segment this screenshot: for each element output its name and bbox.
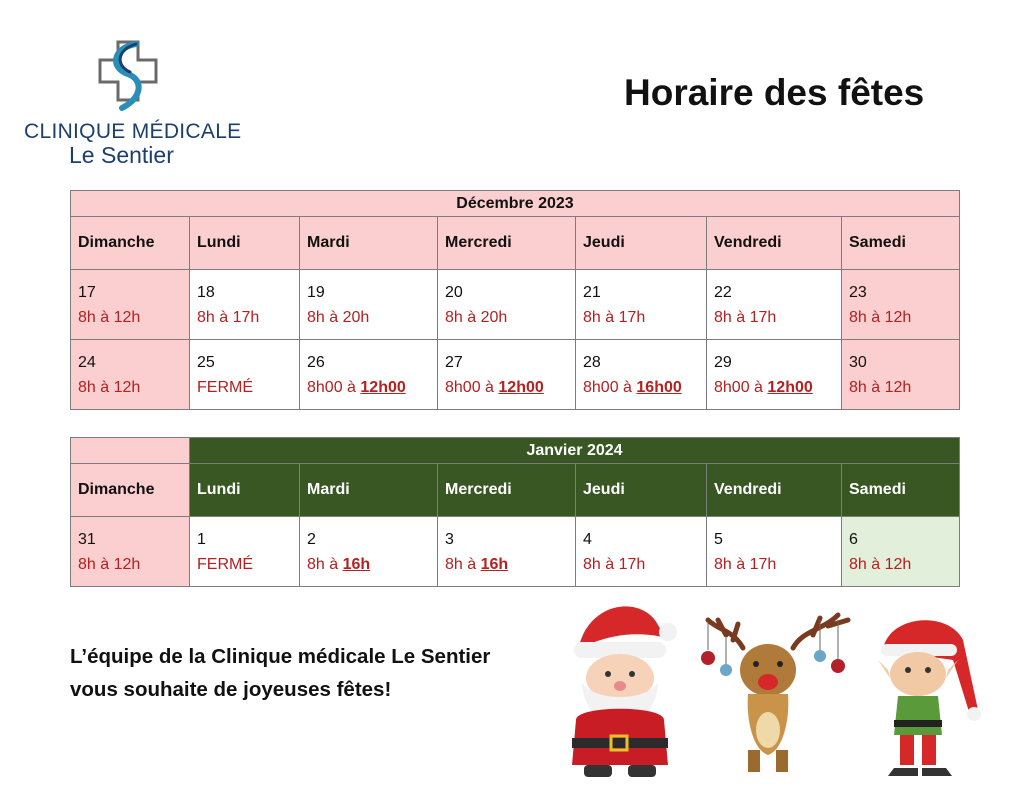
hours: 8h à 20h [307,308,370,326]
month-header: Décembre 2023 [70,190,960,217]
date-cell: 23 8h à 12h [841,269,960,340]
hours: 8h à 17h [197,308,260,326]
page-title: Horaire des fêtes [624,72,925,113]
day-header: Samedi [841,463,960,517]
hours: 8h à 12h [78,378,141,396]
hours: 8h à 16h [307,555,371,573]
hours: 8h à 20h [445,308,508,326]
day-header: Mercredi [437,463,576,517]
date-cell: 4 8h à 17h [575,516,707,587]
date-cell: 2 8h à 16h [299,516,438,587]
date-number: 19 [307,283,325,301]
day-header: Samedi [841,216,960,270]
date-cell: 26 8h00 à 12h00 [299,339,438,410]
date-cell: 20 8h à 20h [437,269,576,340]
date-cell: 22 8h à 17h [706,269,842,340]
date-cell: 29 8h00 à 12h00 [706,339,842,410]
santa-claus-icon [572,606,677,777]
date-number: 30 [849,353,867,371]
message-line2: vous souhaite de joyeuses fêtes! [70,678,392,701]
day-header: Dimanche [70,463,190,517]
date-cell: 30 8h à 12h [841,339,960,410]
date-number: 27 [445,353,463,371]
hours: 8h00 à 12h00 [307,378,406,396]
christmas-characters-illustration [572,606,981,777]
date-number: 1 [197,530,206,548]
date-cell: 17 8h à 12h [70,269,190,340]
date-cell: 31 8h à 12h [70,516,190,587]
january-calendar: Janvier 2024 Dimanche Lundi Mardi Mercre… [70,437,960,587]
hours: 8h à 16h [445,555,509,573]
date-number: 3 [445,530,454,548]
hours: 8h00 à 16h00 [583,378,682,396]
date-number: 25 [197,353,215,371]
date-number: 26 [307,353,325,371]
day-header: Mardi [299,463,438,517]
message-line1: L’équipe de la Clinique médicale Le Sent… [70,645,491,668]
date-number: 5 [714,530,723,548]
hours: 8h à 17h [714,555,777,573]
hours: 8h à 12h [849,555,912,573]
reindeer-icon [701,612,851,772]
logo-line2: Le Sentier [69,142,174,168]
date-number: 31 [78,530,96,548]
hours: 8h à 12h [849,378,912,396]
clinic-logo: CLINIQUE MÉDICALE Le Sentier [22,38,252,173]
day-header: Vendredi [706,463,842,517]
date-cell: 19 8h à 20h [299,269,438,340]
date-cell: 3 8h à 16h [437,516,576,587]
date-cell: 18 8h à 17h [189,269,300,340]
date-number: 4 [583,530,592,548]
hours: 8h à 17h [714,308,777,326]
date-number: 28 [583,353,601,371]
holiday-message: L’équipe de la Clinique médicale Le Sent… [70,640,490,706]
hours: 8h à 17h [583,555,646,573]
date-cell: 1 FERMÉ [189,516,300,587]
month-header: Janvier 2024 [189,437,960,464]
date-cell: 6 8h à 12h [841,516,960,587]
date-number: 29 [714,353,732,371]
hours: 8h à 12h [78,308,141,326]
date-number: 23 [849,283,867,301]
date-cell: 21 8h à 17h [575,269,707,340]
hours: FERMÉ [197,378,253,396]
hours: 8h à 17h [583,308,646,326]
date-number: 21 [583,283,601,301]
date-number: 20 [445,283,463,301]
hours: 8h à 12h [78,555,141,573]
date-cell: 24 8h à 12h [70,339,190,410]
date-cell: 27 8h00 à 12h00 [437,339,576,410]
day-header: Lundi [189,463,300,517]
day-header: Jeudi [575,463,707,517]
day-header: Mercredi [437,216,576,270]
date-number: 2 [307,530,316,548]
date-number: 17 [78,283,96,301]
date-number: 6 [849,530,858,548]
hours: FERMÉ [197,555,253,573]
date-cell: 5 8h à 17h [706,516,842,587]
blank-cell [70,437,190,464]
hours: 8h à 12h [849,308,912,326]
hours: 8h00 à 12h00 [714,378,813,396]
day-header: Lundi [189,216,300,270]
date-number: 24 [78,353,96,371]
date-number: 18 [197,283,215,301]
medical-cross-icon [98,40,158,111]
day-header: Jeudi [575,216,707,270]
logo-line1: CLINIQUE MÉDICALE [24,120,242,143]
hours: 8h00 à 12h00 [445,378,544,396]
day-header: Vendredi [706,216,842,270]
date-cell: 25 FERMÉ [189,339,300,410]
day-header: Mardi [299,216,438,270]
date-number: 22 [714,283,732,301]
date-cell: 28 8h00 à 16h00 [575,339,707,410]
december-calendar: Décembre 2023 Dimanche Lundi Mardi Mercr… [70,190,960,410]
day-header: Dimanche [70,216,190,270]
elf-icon [878,620,981,776]
